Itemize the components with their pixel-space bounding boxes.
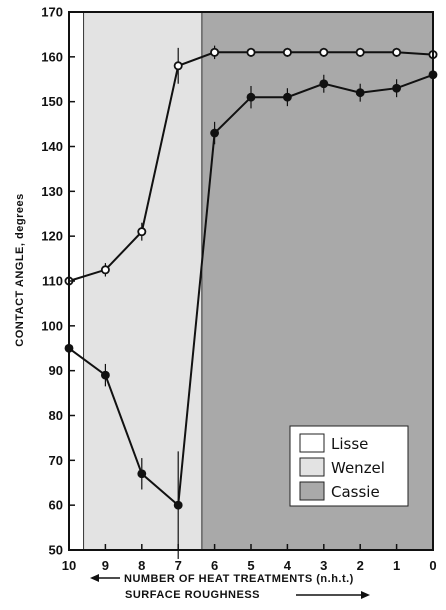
x-tick-label: 10 xyxy=(62,558,76,573)
series-filled-point xyxy=(101,371,110,380)
series-open-point xyxy=(138,228,145,235)
legend-label-wenzel: Wenzel xyxy=(331,459,385,477)
series-open-point xyxy=(284,49,291,56)
x-tick-label: 5 xyxy=(247,558,254,573)
x-tick-label: 6 xyxy=(211,558,218,573)
y-tick-label: 70 xyxy=(49,453,63,468)
left-arrow-head xyxy=(90,574,99,582)
legend-label-lisse: Lisse xyxy=(331,435,368,453)
y-tick-label: 160 xyxy=(41,49,63,64)
series-open-point xyxy=(175,62,182,69)
x-axis-label-group: NUMBER OF HEAT TREATMENTS (n.h.t.) SURFA… xyxy=(90,573,370,601)
y-tick-label: 50 xyxy=(49,543,63,558)
legend: Lisse Wenzel Cassie xyxy=(290,426,408,506)
series-open-point xyxy=(357,49,364,56)
series-filled-point xyxy=(174,501,183,510)
y-tick-label: 60 xyxy=(49,498,63,513)
y-tick-label: 130 xyxy=(41,184,63,199)
y-tick-label: 150 xyxy=(41,94,63,109)
series-filled-point xyxy=(137,469,146,478)
y-tick-label: 140 xyxy=(41,139,63,154)
series-open-point xyxy=(320,49,327,56)
x-axis-label: NUMBER OF HEAT TREATMENTS (n.h.t.) xyxy=(124,573,354,585)
x-tick-label: 2 xyxy=(357,558,364,573)
y-axis-label: CONTACT ANGLE, degrees xyxy=(14,193,26,346)
legend-swatch-wenzel xyxy=(300,458,324,476)
series-open-point xyxy=(211,49,218,56)
x-tick-label: 7 xyxy=(175,558,182,573)
series-filled-point xyxy=(283,93,292,102)
y-tick-label: 80 xyxy=(49,408,63,423)
x-tick-label: 0 xyxy=(429,558,436,573)
right-arrow-head xyxy=(361,591,370,599)
series-open-point xyxy=(393,49,400,56)
legend-swatch-cassie xyxy=(300,482,324,500)
x-axis-sublabel: SURFACE ROUGHNESS xyxy=(125,589,260,601)
x-tick-label: 8 xyxy=(138,558,145,573)
y-tick-label: 120 xyxy=(41,229,63,244)
y-tick-label: 90 xyxy=(49,363,63,378)
series-open-point xyxy=(102,266,109,273)
legend-swatch-lisse xyxy=(300,434,324,452)
region-wenzel xyxy=(84,12,202,550)
series-filled-point xyxy=(356,88,365,97)
x-tick-label: 1 xyxy=(393,558,400,573)
x-tick-label: 9 xyxy=(102,558,109,573)
y-tick-label: 170 xyxy=(41,5,63,20)
series-filled-point xyxy=(319,79,328,88)
x-tick-label: 4 xyxy=(284,558,292,573)
series-filled-point xyxy=(392,84,401,93)
y-tick-label: 110 xyxy=(42,274,63,289)
x-tick-label: 3 xyxy=(320,558,327,573)
series-filled-point xyxy=(210,129,219,138)
legend-label-cassie: Cassie xyxy=(331,483,380,501)
y-tick-label: 100 xyxy=(41,318,63,333)
series-open-point xyxy=(247,49,254,56)
series-filled-point xyxy=(247,93,256,102)
